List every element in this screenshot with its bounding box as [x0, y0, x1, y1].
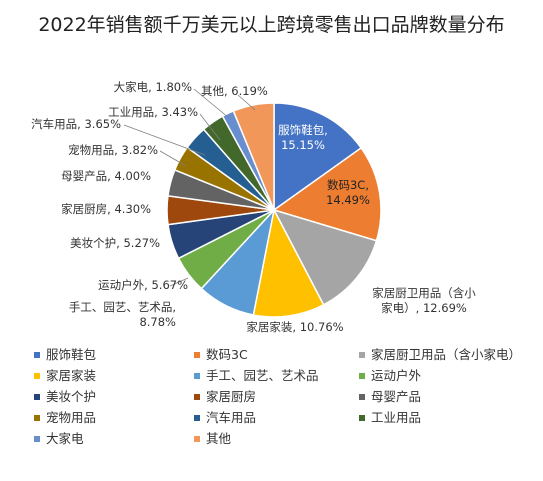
data-label-5: 运动户外, 5.67%	[98, 278, 188, 292]
legend-swatch	[34, 393, 40, 400]
legend-label: 服饰鞋包	[46, 347, 97, 362]
pie-slice-2	[272, 208, 378, 306]
legend-item-13: 其他	[194, 428, 231, 447]
leader-line-5	[169, 277, 189, 287]
legend-swatch	[359, 414, 365, 421]
data-label-10: 汽车用品, 3.65%	[31, 117, 121, 131]
legend-item-11: 工业用品	[359, 407, 421, 426]
legend-label: 家居厨卫用品（含小家电）	[371, 347, 522, 362]
legend-label: 数码3C	[206, 347, 248, 362]
legend-item-9: 宠物用品	[34, 407, 96, 426]
data-label-4: 手工、园艺、艺术品, 8.78%	[69, 300, 176, 329]
legend-label: 工业用品	[371, 410, 422, 425]
legend-item-0: 服饰鞋包	[34, 344, 96, 363]
legend-swatch	[34, 351, 40, 358]
legend-label: 运动户外	[371, 368, 422, 383]
legend-swatch	[194, 435, 200, 442]
legend-label: 家居厨房	[206, 389, 257, 404]
legend-swatch	[34, 372, 40, 379]
legend-item-5: 运动户外	[359, 365, 421, 384]
chart-title: 2022年销售额千万美元以上跨境零售出口品牌数量分布	[38, 14, 505, 36]
legend-label: 美妆个护	[46, 389, 97, 404]
legend-swatch	[194, 393, 200, 400]
pie-slice-13	[232, 102, 275, 211]
leader-line-10	[123, 124, 206, 156]
legend-label: 其他	[206, 431, 232, 446]
legend-item-8: 母婴产品	[359, 386, 421, 405]
data-label-13: 其他, 6.19%	[201, 84, 268, 98]
legend-swatch	[34, 414, 40, 421]
legend-item-12: 大家电	[34, 428, 84, 447]
legend-item-7: 家居厨房	[194, 386, 256, 405]
legend-swatch	[359, 393, 365, 400]
data-label-0: 服饰鞋包, 15.15%	[278, 123, 328, 152]
legend-label: 大家电	[46, 431, 84, 446]
legend-swatch	[34, 435, 40, 442]
data-label-3: 家居家装, 10.76%	[246, 320, 343, 334]
legend-item-6: 美妆个护	[34, 386, 96, 405]
legend-item-10: 汽车用品	[194, 407, 256, 426]
data-label-8: 母婴产品, 4.00%	[61, 169, 151, 183]
legend-label: 汽车用品	[206, 410, 257, 425]
leader-line-12	[193, 88, 230, 119]
data-label-6: 美妆个护, 5.27%	[70, 236, 160, 250]
legend-label: 母婴产品	[371, 389, 422, 404]
legend-item-4: 手工、园艺、艺术品	[194, 365, 319, 384]
pie-chart: 服饰鞋包, 15.15% 数码3C, 14.49% 家居厨卫用品（含小家电）, 12.6…	[31, 80, 476, 334]
leader-line-11	[199, 113, 221, 141]
data-label-11: 工业用品, 3.43%	[108, 105, 198, 119]
legend-item-2: 家居厨卫用品（含小家电）	[359, 344, 521, 363]
pie-slice-0	[273, 102, 363, 212]
legend-swatch	[194, 372, 200, 379]
leader-line-9	[159, 150, 187, 167]
legend-label: 家居家装	[46, 368, 97, 383]
legend-swatch	[359, 372, 365, 379]
data-label-12: 大家电, 1.80%	[114, 80, 192, 94]
legend-swatch	[194, 351, 200, 358]
legend-swatch	[194, 414, 200, 421]
legend-item-3: 家居家装	[34, 365, 96, 384]
data-label-1: 数码3C, 14.49%	[326, 178, 370, 207]
legend-item-1: 数码3C	[194, 344, 248, 363]
data-label-2: 家居厨卫用品（含小家电）, 12.69%	[372, 286, 476, 315]
leader-line-13	[237, 94, 256, 111]
legend-swatch	[359, 351, 365, 358]
legend-label: 手工、园艺、艺术品	[206, 368, 319, 383]
pie-slice-3	[252, 207, 325, 318]
data-label-7: 家居厨房, 4.30%	[61, 202, 151, 216]
data-label-9: 宠物用品, 3.82%	[68, 143, 158, 157]
legend-label: 宠物用品	[46, 410, 97, 425]
